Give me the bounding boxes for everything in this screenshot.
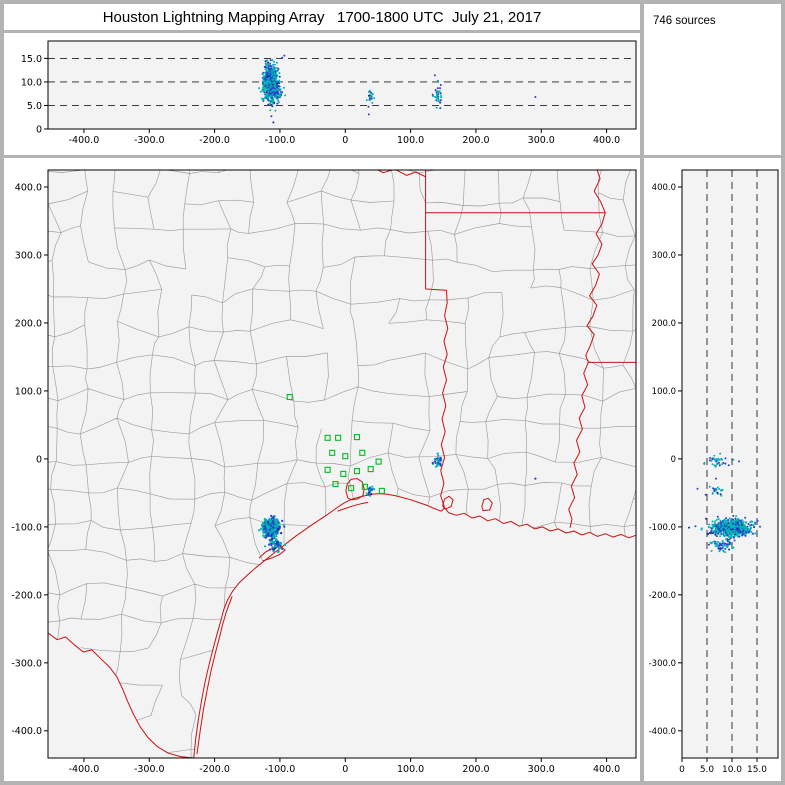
svg-text:-200.0: -200.0	[11, 590, 42, 601]
border-galveston-island	[337, 501, 369, 512]
station-marker	[361, 483, 368, 490]
svg-text:-200.0: -200.0	[649, 591, 676, 601]
svg-text:400.0: 400.0	[652, 183, 676, 193]
svg-text:0: 0	[36, 124, 42, 135]
station-marker	[332, 481, 339, 488]
svg-text:-300.0: -300.0	[134, 135, 165, 146]
border-sabine-river	[440, 290, 449, 508]
plot-background	[48, 41, 636, 129]
page-title: Houston Lightning Mapping Array 1700-180…	[102, 8, 542, 26]
svg-text:10.0: 10.0	[722, 765, 742, 775]
plan-view-panel: -400.0 -300.0 -200.0 -100.0 0 100.0 200.0 300.0…	[4, 158, 640, 781]
svg-text:200.0: 200.0	[652, 319, 676, 329]
ns-altitude-plot[interactable]: 0 5.0 10.0 15.0 400.0 300.0 200.0 100.0 0 -100.0 -…	[644, 158, 781, 781]
svg-text:-300.0: -300.0	[11, 658, 42, 669]
svg-text:-200.0: -200.0	[199, 135, 230, 146]
svg-text:0: 0	[342, 764, 348, 775]
svg-text:-400.0: -400.0	[69, 764, 100, 775]
axis-ticks: -400.0 -300.0 -200.0 -100.0 0 100.0 200.0 300.0…	[21, 54, 620, 146]
ew-altitude-plot[interactable]: -400.0 -300.0 -200.0 -100.0 0 100.0 200.0 300.0…	[4, 33, 640, 155]
station-marker	[378, 487, 385, 494]
svg-text:10.0: 10.0	[21, 77, 42, 88]
station-marker	[348, 485, 355, 492]
svg-text:400.0: 400.0	[593, 764, 620, 775]
svg-text:-400.0: -400.0	[649, 727, 676, 737]
svg-text:100.0: 100.0	[397, 135, 424, 146]
station-marker	[375, 458, 382, 465]
svg-text:-200.0: -200.0	[199, 764, 230, 775]
svg-text:5.0: 5.0	[700, 765, 715, 775]
station-marker	[335, 434, 342, 441]
station-marker	[359, 449, 366, 456]
station-marker	[342, 453, 349, 460]
svg-text:200.0: 200.0	[462, 135, 489, 146]
svg-text:100.0: 100.0	[397, 764, 424, 775]
svg-text:-100.0: -100.0	[265, 135, 296, 146]
plan-view-plot[interactable]: -400.0 -300.0 -200.0 -100.0 0 100.0 200.0 300.0…	[4, 158, 640, 781]
state-borders	[48, 170, 636, 758]
station-marker	[324, 466, 331, 473]
svg-text:-100.0: -100.0	[649, 523, 676, 533]
svg-text:-300.0: -300.0	[134, 764, 165, 775]
station-marker	[286, 393, 293, 401]
border-mississippi-upper	[585, 170, 606, 363]
svg-text:300.0: 300.0	[652, 251, 676, 261]
svg-text:0: 0	[671, 455, 676, 465]
axis-ticks: -400.0 -300.0 -200.0 -100.0 0 100.0 200.0 300.0…	[11, 182, 620, 775]
altitude-gridlines	[706, 170, 758, 758]
axis-ticks: 0 5.0 10.0 15.0 400.0 300.0 200.0 100.0 0 -100.0 -…	[649, 183, 768, 775]
border-sabine-connector	[425, 288, 447, 291]
svg-text:-100.0: -100.0	[11, 522, 42, 533]
plot-background	[682, 170, 778, 758]
svg-text:300.0: 300.0	[528, 135, 555, 146]
svg-text:300.0: 300.0	[528, 764, 555, 775]
svg-text:200.0: 200.0	[462, 764, 489, 775]
border-mississippi-lower	[568, 362, 589, 528]
border-calcasieu-lake	[481, 497, 493, 512]
svg-text:15.0: 15.0	[21, 54, 42, 65]
vhf-sources	[258, 452, 537, 554]
vhf-sources	[688, 452, 761, 554]
svg-text:100.0: 100.0	[15, 386, 42, 397]
border-sabine-lake	[442, 495, 454, 510]
svg-text:400.0: 400.0	[593, 135, 620, 146]
border-coast	[193, 493, 636, 758]
sources-count-label: 746 sources	[653, 15, 716, 27]
ns-altitude-panel: 0 5.0 10.0 15.0 400.0 300.0 200.0 100.0 0 -100.0 -…	[644, 158, 781, 781]
plot-border	[47, 40, 637, 130]
svg-text:100.0: 100.0	[652, 387, 676, 397]
sources-count-box: 746 sources	[644, 4, 781, 155]
plot-border	[681, 169, 779, 759]
ew-altitude-panel: -400.0 -300.0 -200.0 -100.0 0 100.0 200.0 300.0…	[4, 33, 640, 155]
border-galveston-bay	[345, 478, 365, 501]
svg-text:0: 0	[679, 765, 685, 775]
svg-text:-100.0: -100.0	[265, 764, 296, 775]
svg-text:5.0: 5.0	[27, 101, 42, 112]
plot-border	[47, 169, 637, 759]
border-barrier-island	[196, 596, 233, 754]
svg-text:400.0: 400.0	[15, 182, 42, 193]
title-bar: Houston Lightning Mapping Array 1700-180…	[4, 4, 640, 30]
station-marker	[353, 434, 361, 441]
vhf-sources	[258, 54, 537, 124]
border-red-river	[376, 170, 426, 178]
border-rio-grande	[48, 632, 194, 758]
lma-stations	[286, 393, 385, 494]
svg-text:-300.0: -300.0	[649, 659, 676, 669]
plot-background	[48, 170, 636, 758]
station-marker	[340, 470, 347, 477]
altitude-gridlines	[48, 57, 636, 106]
svg-text:200.0: 200.0	[15, 318, 42, 329]
station-marker	[329, 449, 336, 456]
station-marker	[324, 434, 331, 441]
svg-text:0: 0	[36, 454, 42, 465]
svg-text:-400.0: -400.0	[69, 135, 100, 146]
svg-text:0: 0	[342, 135, 348, 146]
svg-text:300.0: 300.0	[15, 250, 42, 261]
svg-text:15.0: 15.0	[747, 765, 767, 775]
station-marker	[353, 468, 361, 475]
station-marker	[367, 466, 374, 473]
svg-text:-400.0: -400.0	[11, 726, 42, 737]
